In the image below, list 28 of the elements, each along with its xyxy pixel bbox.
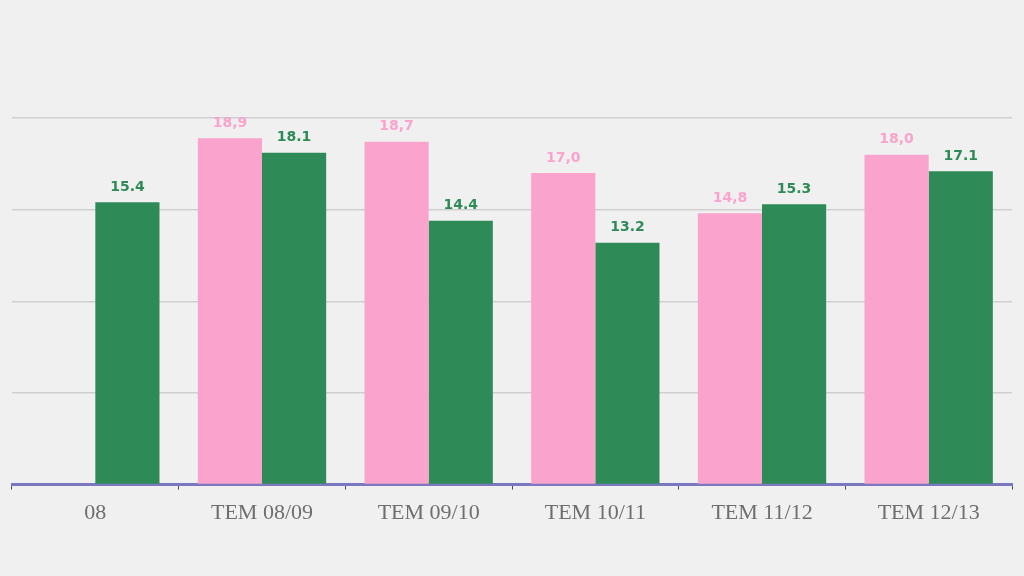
data-label: 13.2 — [610, 218, 645, 235]
data-label: 17,0 — [545, 148, 581, 165]
x-tick-label: TEM 11/12 — [711, 498, 813, 524]
bar — [762, 204, 827, 484]
bar — [197, 138, 262, 484]
x-tick-label: TEM 10/11 — [544, 498, 646, 524]
bar — [864, 154, 929, 484]
bar — [428, 220, 493, 484]
data-label: 14,8 — [712, 188, 748, 205]
x-tick-label: 08 — [84, 498, 107, 524]
x-tick-label: TEM 12/13 — [877, 498, 980, 524]
bar — [531, 172, 596, 484]
data-label: 18,0 — [879, 130, 915, 147]
data-label: 15.4 — [110, 177, 145, 194]
data-label: 17.1 — [943, 146, 979, 163]
data-label: 14.4 — [443, 196, 479, 213]
data-label: 15.3 — [776, 179, 812, 196]
x-tick-label: TEM 09/10 — [377, 498, 480, 524]
data-label: 18,9 — [212, 113, 248, 130]
bar — [364, 141, 429, 484]
bar — [595, 242, 660, 484]
x-tick-label: TEM 08/09 — [210, 498, 314, 524]
bar — [928, 171, 993, 484]
bar — [95, 202, 160, 484]
bar — [262, 152, 327, 484]
bar — [697, 213, 762, 484]
data-label: 18.1 — [276, 128, 312, 145]
data-label: 18,7 — [379, 117, 414, 134]
